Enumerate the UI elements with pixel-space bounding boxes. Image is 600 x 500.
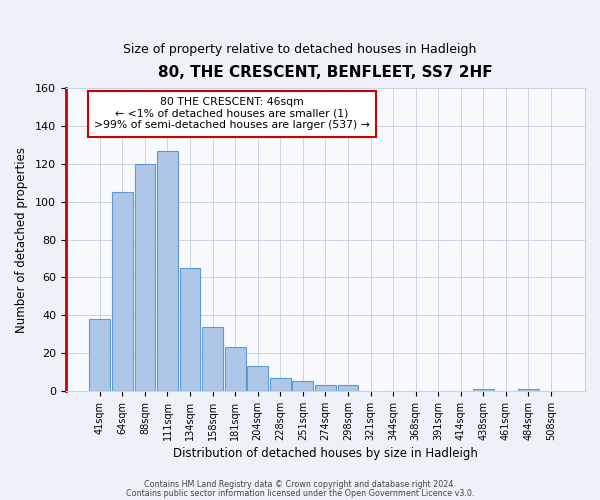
Bar [202, 326, 223, 391]
X-axis label: Distribution of detached houses by size in Hadleigh: Distribution of detached houses by size … [173, 447, 478, 460]
Text: Contains public sector information licensed under the Open Government Licence v3: Contains public sector information licen… [126, 488, 474, 498]
Bar [338, 386, 358, 391]
Text: Contains HM Land Registry data © Crown copyright and database right 2024.: Contains HM Land Registry data © Crown c… [144, 480, 456, 489]
Bar [247, 366, 268, 391]
Y-axis label: Number of detached properties: Number of detached properties [15, 146, 28, 332]
Bar [270, 378, 290, 391]
Bar [157, 150, 178, 391]
Bar [292, 382, 313, 391]
Bar [134, 164, 155, 391]
Bar [473, 389, 494, 391]
Bar [225, 348, 245, 391]
Bar [112, 192, 133, 391]
Bar [518, 389, 539, 391]
Title: 80, THE CRESCENT, BENFLEET, SS7 2HF: 80, THE CRESCENT, BENFLEET, SS7 2HF [158, 65, 493, 80]
Text: 80 THE CRESCENT: 46sqm
← <1% of detached houses are smaller (1)
>99% of semi-det: 80 THE CRESCENT: 46sqm ← <1% of detached… [94, 97, 370, 130]
Bar [89, 319, 110, 391]
Text: Size of property relative to detached houses in Hadleigh: Size of property relative to detached ho… [124, 42, 476, 56]
Bar [315, 386, 336, 391]
Bar [179, 268, 200, 391]
